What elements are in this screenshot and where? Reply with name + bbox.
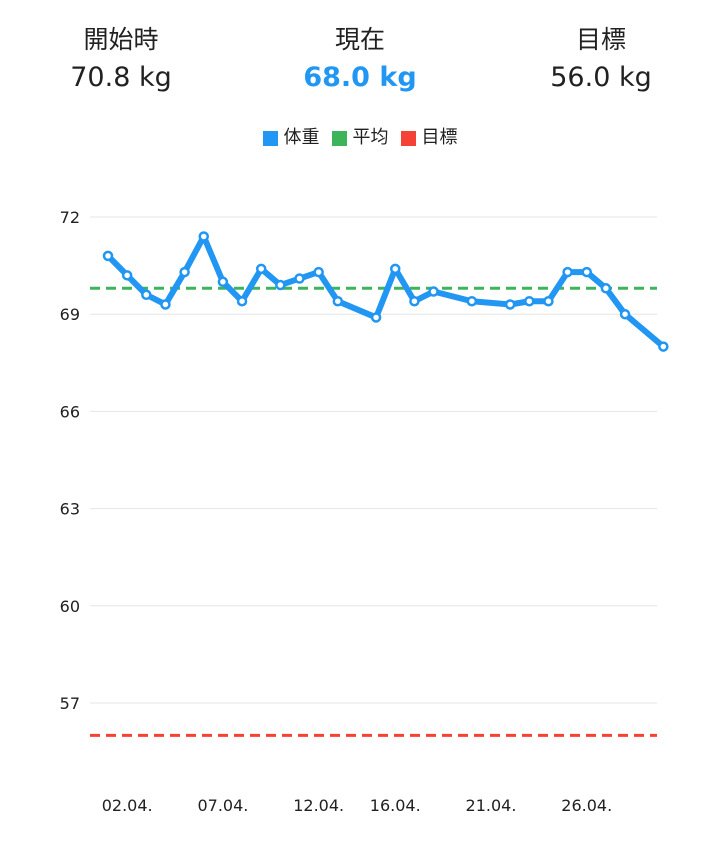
weight-data-point — [504, 299, 516, 310]
weight-data-point — [428, 286, 439, 297]
weight-data-point — [121, 270, 133, 281]
weight-data-point — [370, 312, 382, 323]
x-tick-label: 26.04. — [561, 796, 612, 815]
stat-current-value: 68.0 kg — [303, 62, 417, 93]
weight-data-point — [294, 273, 305, 284]
weight-data-point — [179, 266, 190, 278]
y-tick-label: 60 — [60, 597, 80, 616]
weight-data-point — [198, 231, 209, 242]
weight-data-point — [390, 263, 401, 275]
stat-current: 現在 68.0 kg — [260, 22, 460, 98]
weight-data-point — [275, 279, 286, 291]
stat-current-label: 現在 — [334, 25, 385, 54]
weight-data-point — [217, 276, 229, 288]
legend-item-goal[interactable]: 目標 — [400, 126, 458, 150]
y-tick-label: 66 — [60, 402, 80, 421]
stat-goal-label: 目標 — [575, 25, 626, 54]
weight-data-point — [255, 263, 267, 275]
stat-start: 開始時 70.8 kg — [21, 22, 221, 98]
stat-start-label: 開始時 — [83, 25, 159, 54]
weight-data-point — [524, 295, 535, 307]
weight-data-point — [466, 295, 478, 307]
y-tick-label: 63 — [60, 500, 80, 519]
weight-data-point — [313, 266, 324, 278]
chart-legend: 体重 平均 目標 — [0, 126, 720, 150]
weight-data-point — [619, 308, 631, 320]
legend-item-average[interactable]: 平均 — [331, 126, 389, 150]
weight-series-line — [105, 233, 667, 350]
weight-data-point — [658, 341, 669, 352]
weight-data-point — [332, 295, 344, 307]
stat-goal: 目標 56.0 kg — [501, 22, 701, 98]
weight-data-point — [141, 289, 152, 301]
weight-data-point — [236, 295, 248, 307]
stat-goal-value: 56.0 kg — [550, 62, 652, 93]
legend-swatch-goal — [400, 130, 416, 146]
legend-label-goal: 目標 — [421, 127, 458, 148]
legend-swatch-weight — [262, 130, 278, 146]
x-tick-label: 02.04. — [102, 796, 153, 815]
weight-data-point — [543, 295, 554, 307]
weight-data-point — [562, 266, 573, 278]
x-tick-label: 16.04. — [370, 796, 421, 815]
weight-data-point — [409, 295, 420, 307]
y-tick-label: 72 — [60, 208, 80, 227]
x-tick-label: 12.04. — [293, 796, 344, 815]
legend-item-weight[interactable]: 体重 — [262, 126, 320, 150]
weight-data-point — [160, 299, 171, 310]
y-tick-label: 57 — [60, 694, 80, 713]
y-tick-label: 69 — [60, 305, 80, 324]
weight-data-point — [581, 266, 592, 278]
x-tick-label: 21.04. — [466, 796, 517, 815]
stat-start-value: 70.8 kg — [70, 62, 172, 93]
legend-label-average: 平均 — [352, 127, 389, 148]
legend-label-weight: 体重 — [283, 127, 320, 148]
weight-data-point — [600, 283, 612, 294]
x-tick-label: 07.04. — [197, 796, 248, 815]
weight-data-point — [102, 250, 114, 262]
legend-swatch-average — [331, 130, 347, 146]
